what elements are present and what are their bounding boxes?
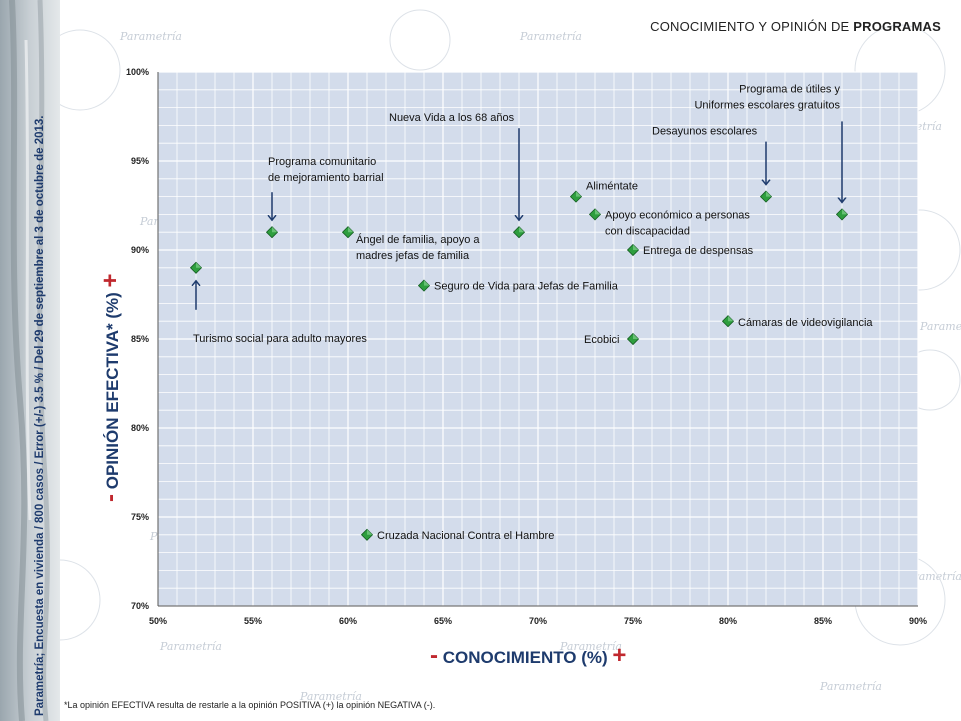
data-point: Turismo social para adulto mayores (189, 261, 367, 345)
point-label: Seguro de Vida para Jefas de Familia (434, 281, 619, 293)
page-title: CONOCIMIENTO Y OPINIÓN DE PROGRAMAS (650, 19, 941, 34)
x-tick-label: 70% (529, 616, 547, 626)
watermark-text: Parametría (119, 30, 182, 43)
point-label: Ecobici (584, 334, 619, 346)
y-tick-label: 100% (126, 67, 149, 77)
data-point: Ecobici (584, 332, 640, 346)
x-tick-label: 85% (814, 616, 832, 626)
decorative-circle (389, 9, 451, 71)
data-point: Cruzada Nacional Contra el Hambre (360, 528, 554, 542)
x-axis-minus: - (430, 642, 438, 669)
y-axis-plus: + (97, 273, 124, 288)
y-tick-label: 90% (131, 245, 149, 255)
x-tick-label: 50% (149, 616, 167, 626)
data-point: Programa comunitario de mejoramiento barr… (265, 156, 384, 239)
data-point: Seguro de Vida para Jefas de Familia (417, 279, 619, 293)
data-point: Apoyo económico a personas con discapacid… (588, 208, 750, 237)
x-tick-label: 80% (719, 616, 737, 626)
point-label: Cruzada Nacional Contra el Hambre (377, 530, 554, 542)
point-label: Nueva Vida a los 68 años (389, 112, 515, 124)
point-label: Entrega de despensas (643, 245, 754, 257)
data-point: Programa de útiles y Uniformes escolares … (694, 83, 849, 221)
data-point: Cámaras de videovigilancia (721, 315, 873, 329)
point-label: Programa de útiles y Uniformes escolares … (694, 83, 840, 111)
y-tick-label: 80% (131, 423, 149, 433)
footnote: *La opinión EFECTIVA resulta de restarle… (64, 700, 436, 710)
watermark-text: Parametría (299, 690, 362, 703)
data-point: Nueva Vida a los 68 años (389, 112, 526, 239)
data-point: Desayunos escolares (652, 126, 773, 203)
x-tick-label: 55% (244, 616, 262, 626)
watermark-text: Parametría (819, 680, 882, 693)
point-label: Apoyo económico a personas con discapacid… (605, 209, 750, 237)
side-strip (0, 0, 60, 721)
x-tick-label: 65% (434, 616, 452, 626)
point-label: Turismo social para adulto mayores (193, 333, 367, 345)
y-axis-title: - OPINIÓN EFECTIVA* (%) + (97, 273, 124, 502)
point-label: Cámaras de videovigilancia (738, 317, 873, 329)
watermark-text: Parametría (519, 30, 582, 43)
y-tick-label: 85% (131, 334, 149, 344)
watermark-text: Parametría (919, 320, 961, 333)
watermark-text: Parametría (559, 640, 622, 653)
x-axis-plus: + (612, 642, 627, 669)
y-tick-label: 95% (131, 156, 149, 166)
data-point: Aliméntate (569, 181, 638, 203)
point-label: Programa comunitario de mejoramiento barr… (268, 156, 384, 184)
point-label: Desayunos escolares (652, 126, 758, 138)
point-label: Ángel de familia, apoyo a madres jefas de… (356, 233, 480, 262)
y-tick-label: 75% (131, 512, 149, 522)
x-tick-label: 90% (909, 616, 927, 626)
x-tick-label: 75% (624, 616, 642, 626)
data-point: Ángel de familia, apoyo a madres jefas de… (341, 226, 480, 262)
x-tick-label: 60% (339, 616, 357, 626)
x-axis-title: - CONOCIMIENTO (%) + (430, 642, 627, 669)
y-axis-minus: - (97, 494, 124, 502)
point-label: Aliméntate (586, 181, 638, 193)
watermark-text: Parametría (159, 640, 222, 653)
data-point: Entrega de despensas (626, 243, 754, 257)
y-tick-label: 70% (131, 601, 149, 611)
